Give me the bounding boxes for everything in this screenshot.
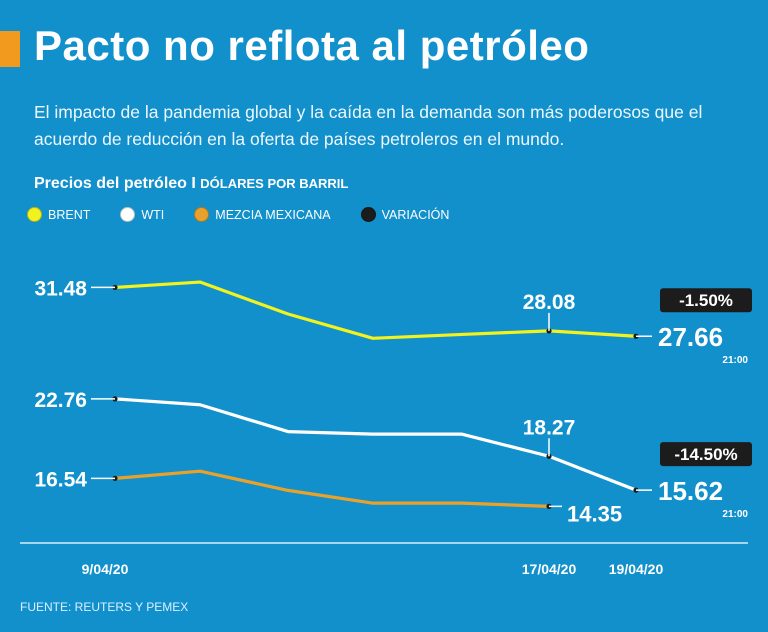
page-subtitle: El impacto de la pandemia global y la ca… — [34, 102, 703, 149]
legend-item-wti: WTI — [120, 207, 164, 222]
legend-item-variacion: VARIACIÓN — [360, 207, 450, 222]
time-label-wti: 21:00 — [722, 509, 748, 520]
chart-title-separator: I — [191, 175, 196, 192]
legend-item-brent: BRENT — [27, 207, 90, 222]
variation-label-brent: -1.50% — [679, 291, 733, 310]
x-tick-label-9-04-20: 9/04/20 — [82, 561, 129, 577]
variation-label-wti: -14.50% — [674, 445, 737, 464]
series-line-wti — [114, 397, 637, 492]
title-accent-bar — [0, 31, 20, 67]
data-label-mezcia-mexicana-5: 14.35 — [567, 501, 622, 526]
x-tick-label-19-04-20: 19/04/20 — [609, 561, 664, 577]
data-label-brent-0: 31.48 — [34, 277, 87, 300]
legend-label-wti: WTI — [141, 207, 165, 222]
data-label-brent-5: 28.08 — [523, 291, 576, 314]
x-tick-label-17-04-20: 17/04/20 — [522, 561, 577, 577]
legend-dot-variacion — [360, 207, 376, 222]
page-title: Pacto no reflota al petróleo — [34, 22, 590, 69]
legend-label-brent: BRENT — [48, 207, 91, 222]
data-label-wti-5: 18.27 — [523, 416, 576, 439]
legend-dot-wti — [120, 207, 136, 222]
legend-label-mezcla: MEZCIA MEXICANA — [215, 207, 331, 222]
legend-dot-brent — [27, 207, 42, 222]
legend-dot-mezcla — [194, 207, 210, 222]
variation-badge-brent — [660, 288, 752, 313]
series-line-mezcia-mexicana — [114, 469, 550, 508]
time-label-brent: 21:00 — [722, 355, 748, 366]
data-label-brent-6: 27.66 — [658, 322, 723, 352]
data-label-mezcia-mexicana-0: 16.54 — [34, 468, 87, 491]
legend: BRENT WTI MEZCIA MEXICANA VARIACIÓN — [27, 207, 479, 222]
data-label-wti-6: 15.62 — [658, 476, 723, 506]
legend-label-variacion: VARIACIÓN — [381, 207, 450, 222]
chart-unit: DÓLARES POR BARRIL — [200, 176, 349, 191]
chart-title: Precios del petróleo I DÓLARES POR BARRI… — [34, 175, 348, 193]
chart-title-text: Precios del petróleo — [34, 175, 187, 192]
legend-item-mezcla: MEZCIA MEXICANA — [194, 207, 331, 222]
source-note: FUENTE: REUTERS Y PEMEX — [20, 600, 189, 614]
data-label-wti-0: 22.76 — [34, 389, 87, 412]
variation-badge-wti — [660, 442, 752, 467]
